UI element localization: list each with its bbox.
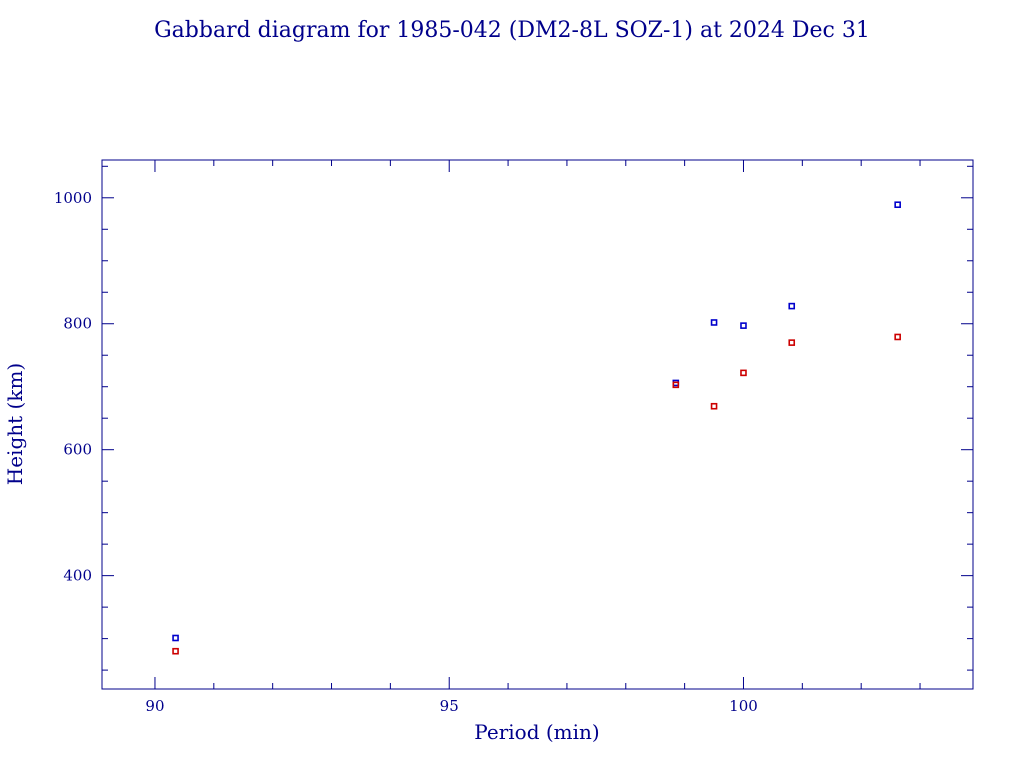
x-tick-label: 90 <box>145 697 164 715</box>
data-point-series-1 <box>894 201 901 209</box>
y-tick-label: 1000 <box>54 189 92 207</box>
data-point-series-2 <box>172 647 179 655</box>
data-point-series-1 <box>788 302 796 310</box>
data-point-series-1 <box>710 319 718 326</box>
data-point-series-1 <box>740 322 747 329</box>
data-points <box>172 201 901 655</box>
axis-ticks <box>102 160 973 689</box>
data-point-series-2 <box>710 402 718 410</box>
y-tick-label: 600 <box>63 441 92 459</box>
data-point-series-2 <box>672 381 680 389</box>
x-tick-label: 100 <box>729 697 758 715</box>
plot-frame <box>101 159 974 690</box>
y-axis-title: Height (km) <box>3 363 27 485</box>
x-tick-label: 95 <box>440 697 459 715</box>
data-point-series-2 <box>894 333 901 341</box>
data-point-series-2 <box>788 339 796 346</box>
y-tick-label: 800 <box>63 315 92 333</box>
tick-labels: 90 95 100 400 600 800 1000 <box>54 189 758 715</box>
y-tick-label: 400 <box>63 567 92 585</box>
data-point-series-2 <box>740 369 747 377</box>
chart-title: Gabbard diagram for 1985-042 (DM2-8L SOZ… <box>154 18 870 43</box>
x-axis-title: Period (min) <box>474 720 599 744</box>
data-point-series-1 <box>172 634 179 642</box>
